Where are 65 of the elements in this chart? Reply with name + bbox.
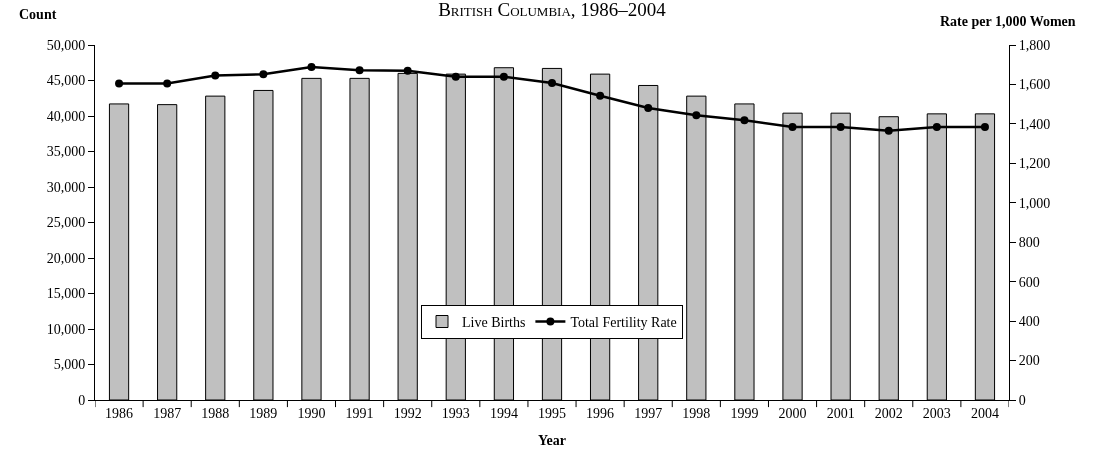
- y2-tick-label: 1,800: [1018, 37, 1051, 53]
- x-tick-label: 1987: [153, 405, 182, 421]
- y2-tick-label: 1,600: [1018, 77, 1051, 93]
- y2-tick-label: 1,400: [1018, 116, 1051, 132]
- point: [740, 116, 749, 125]
- x-tick-label: 2000: [778, 405, 807, 421]
- y-axis-title: Count: [19, 7, 57, 22]
- point: [499, 72, 508, 81]
- point: [788, 123, 797, 132]
- y-tick-label: 5,000: [53, 357, 86, 373]
- chart-title: British Columbia, 1986–2004: [438, 0, 667, 20]
- x-tick-label: 1992: [393, 405, 422, 421]
- x-tick-label: 1993: [441, 405, 470, 421]
- point: [259, 70, 268, 79]
- y-tick-label: 20,000: [46, 250, 86, 266]
- point: [163, 79, 172, 88]
- legend-label: Total Fertility Rate: [570, 314, 677, 330]
- y2-tick-label: 400: [1018, 314, 1040, 330]
- point: [836, 123, 845, 132]
- x-tick-label: 1988: [201, 405, 230, 421]
- y2-tick-label: 1,200: [1018, 156, 1051, 172]
- x-tick-label: 2002: [874, 405, 903, 421]
- point: [884, 126, 893, 135]
- y2-tick-label: 0: [1018, 392, 1026, 408]
- x-tick-label: 1996: [586, 405, 615, 421]
- x-tick-label: 1990: [297, 405, 326, 421]
- point: [644, 103, 653, 112]
- y-tick-label: 45,000: [46, 73, 86, 89]
- x-tick-label: 1994: [489, 405, 518, 421]
- x-tick-label: 2004: [970, 405, 999, 421]
- y-tick-label: 0: [78, 392, 86, 408]
- point: [403, 66, 412, 75]
- x-tick-label: 1997: [634, 405, 663, 421]
- x-tick-label: 1989: [249, 405, 278, 421]
- x-tick-label: 1999: [730, 405, 759, 421]
- y2-tick-label: 1,000: [1018, 195, 1051, 211]
- x-axis-title: Year: [538, 433, 566, 449]
- point: [932, 123, 941, 132]
- y-tick-label: 15,000: [46, 286, 86, 302]
- point: [115, 79, 124, 88]
- legend-label: Live Births: [462, 314, 526, 330]
- point: [307, 62, 316, 71]
- x-tick-label: 2003: [922, 405, 951, 421]
- point: [548, 79, 556, 88]
- y2-tick-label: 600: [1018, 274, 1040, 290]
- x-tick-label: 2001: [826, 405, 855, 421]
- y-tick-label: 10,000: [46, 321, 86, 337]
- point: [692, 111, 701, 120]
- y2-axis-title: Rate per 1,000 Women: [940, 14, 1076, 29]
- x-tick-label: 1991: [345, 405, 374, 421]
- x-tick-label: 1986: [105, 405, 134, 421]
- y-tick-label: 25,000: [46, 215, 86, 231]
- x-tick-label: 1998: [682, 405, 711, 421]
- y-tick-label: 30,000: [46, 179, 86, 195]
- y2-tick-label: 200: [1018, 353, 1040, 369]
- point: [596, 91, 605, 100]
- y2-tick-label: 800: [1018, 235, 1040, 251]
- point: [451, 72, 460, 81]
- y-tick-label: 35,000: [46, 144, 86, 160]
- y-tick-label: 40,000: [46, 108, 86, 124]
- point: [211, 71, 220, 80]
- point: [355, 66, 364, 75]
- y-tick-label: 50,000: [46, 37, 86, 53]
- point: [980, 123, 989, 132]
- x-tick-label: 1995: [538, 405, 566, 421]
